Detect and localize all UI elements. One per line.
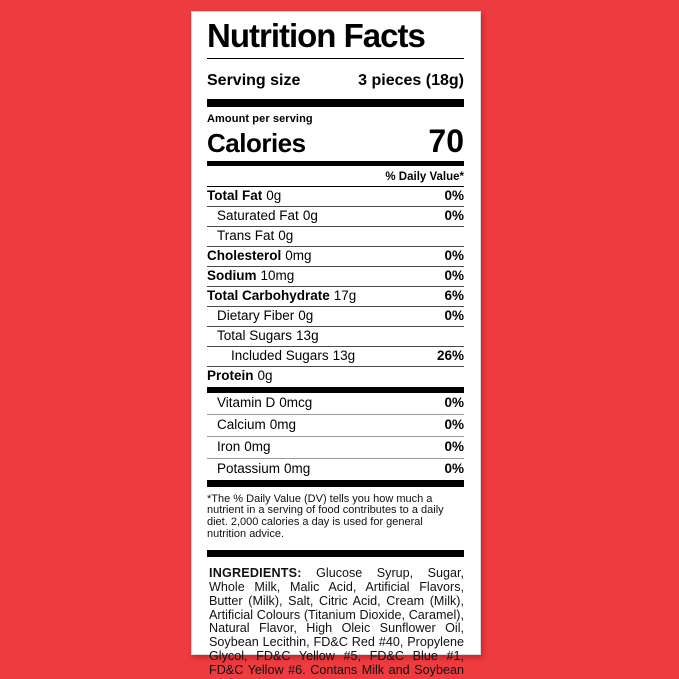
nutrition-facts-label: Nutrition Facts Serving size 3 pieces (1… [191,11,481,679]
nutrient-name: Vitamin D [217,395,276,411]
nutrient-amount: 13g [296,328,319,344]
nutrient-rows: Total Fat 0g 0% Saturated Fat 0g 0% Trans … [207,187,464,386]
nutrient-row-protein: Protein 0g [207,365,464,386]
nutrient-text: Calcium 0mg [207,417,297,433]
ingredients-text: Glucose Syrup, Sugar, Whole Milk, Malic … [209,565,464,679]
serving-size-value: 3 pieces (18g) [358,71,464,89]
nutrient-amount: 0mcg [279,395,313,411]
nutrient-name: Trans Fat [217,228,275,244]
serving-size-label: Serving size [207,71,301,89]
nutrient-name: Saturated Fat [217,208,299,224]
divider-thick-protein [207,386,464,393]
nutrient-name: Included Sugars [231,348,329,364]
nutrient-name: Total Carbohydrate [207,288,330,304]
divider-medium [207,160,464,166]
nutrient-name: Potassium [217,461,281,477]
nutrient-name: Cholesterol [207,248,282,264]
divider-thick-footnote [207,549,464,557]
nutrient-row-sodium: Sodium 10mg 0% [207,265,464,286]
nutrient-amount: 0g [278,228,294,244]
nutrient-amount: 0mg [244,439,271,455]
nutrient-name: Sodium [207,268,257,284]
daily-value-header: % Daily Value* [207,166,464,187]
nutrient-row-total-fat: Total Fat 0g 0% [207,187,464,206]
nutrient-text: Dietary Fiber 0g [207,308,314,324]
nutrient-row-dietary-fiber: Dietary Fiber 0g 0% [207,305,464,326]
ingredients-label: INGREDIENTS: [209,565,302,580]
nutrient-text: Vitamin D 0mcg [207,395,313,411]
nutrient-text: Included Sugars 13g [207,348,356,364]
nutrient-amount: 0mg [269,417,297,433]
nutrient-amount: 0mg [285,248,312,264]
nutrient-name: Iron [217,439,241,455]
nutrient-text: Total Carbohydrate 17g [207,288,357,304]
nutrient-amount: 0g [302,208,318,224]
nutrient-name: Total Fat [207,188,263,204]
nutrient-dv: 0% [444,308,464,324]
nutrient-amount: 17g [333,288,357,304]
nutrient-text: Cholesterol 0mg [207,248,312,264]
nutrient-row-included-sugars: Included Sugars 13g 26% [207,345,464,366]
nutrient-dv: 0% [444,439,464,455]
nutrient-dv: 0% [444,188,464,204]
nutrient-amount: 0mg [284,461,311,477]
nutrient-amount: 0g [266,188,282,204]
nutrient-name: Protein [207,368,254,384]
vitamin-row-potassium: Potassium 0mg 0% [207,457,464,480]
nutrient-dv: 26% [436,348,464,364]
label-title: Nutrition Facts [207,18,464,59]
nutrient-dv: 0% [444,268,464,284]
nutrient-dv: 0% [444,208,464,224]
vitamin-row-vitamin-d: Vitamin D 0mcg 0% [207,393,464,414]
divider-thick-vitamins [207,479,464,487]
amount-per-serving-label: Amount per serving [207,112,313,125]
nutrient-text: Iron 0mg [207,439,271,455]
calories-value: 70 [428,122,464,159]
vitamin-rows: Vitamin D 0mcg 0% Calcium 0mg 0% Iron 0mg 0… [207,393,464,480]
nutrient-amount: 10mg [260,268,295,284]
nutrient-row-trans-fat: Trans Fat 0g [207,225,464,246]
divider-thick-top [207,98,464,107]
calories-label: Calories [207,127,306,158]
serving-size-row: Serving size 3 pieces (18g) [207,59,464,99]
nutrient-amount: 0g [298,308,314,324]
vitamin-row-calcium: Calcium 0mg 0% [207,413,464,436]
nutrient-name: Dietary Fiber [217,308,295,324]
nutrient-dv: 0% [444,461,464,477]
nutrient-name: Total Sugars [217,328,293,344]
nutrient-text: Sodium 10mg [207,268,295,284]
nutrient-text: Total Sugars 13g [207,328,319,344]
vitamin-row-iron: Iron 0mg 0% [207,435,464,458]
nutrient-row-cholesterol: Cholesterol 0mg 0% [207,245,464,266]
nutrient-row-total-sugars: Total Sugars 13g [207,325,464,346]
nutrient-dv: 0% [444,417,464,433]
nutrient-text: Total Fat 0g [207,188,282,204]
nutrient-amount: 13g [332,348,356,364]
nutrient-amount: 0g [257,368,273,384]
calories-row: Calories 70 [207,122,464,159]
nutrient-name: Calcium [217,417,266,433]
nutrient-text: Trans Fat 0g [207,228,294,244]
nutrient-text: Protein 0g [207,368,273,384]
nutrient-row-saturated-fat: Saturated Fat 0g 0% [207,205,464,226]
nutrient-dv: 6% [444,288,464,304]
nutrient-dv: 0% [444,248,464,264]
ingredients-paragraph: INGREDIENTS: Glucose Syrup, Sugar, Whole… [207,557,464,679]
nutrient-text: Saturated Fat 0g [207,208,318,224]
nutrient-dv: 0% [444,395,464,411]
nutrient-row-total-carbohydrate: Total Carbohydrate 17g 6% [207,285,464,306]
daily-value-footnote: *The % Daily Value (DV) tells you how mu… [207,492,444,541]
nutrient-text: Potassium 0mg [207,461,311,477]
